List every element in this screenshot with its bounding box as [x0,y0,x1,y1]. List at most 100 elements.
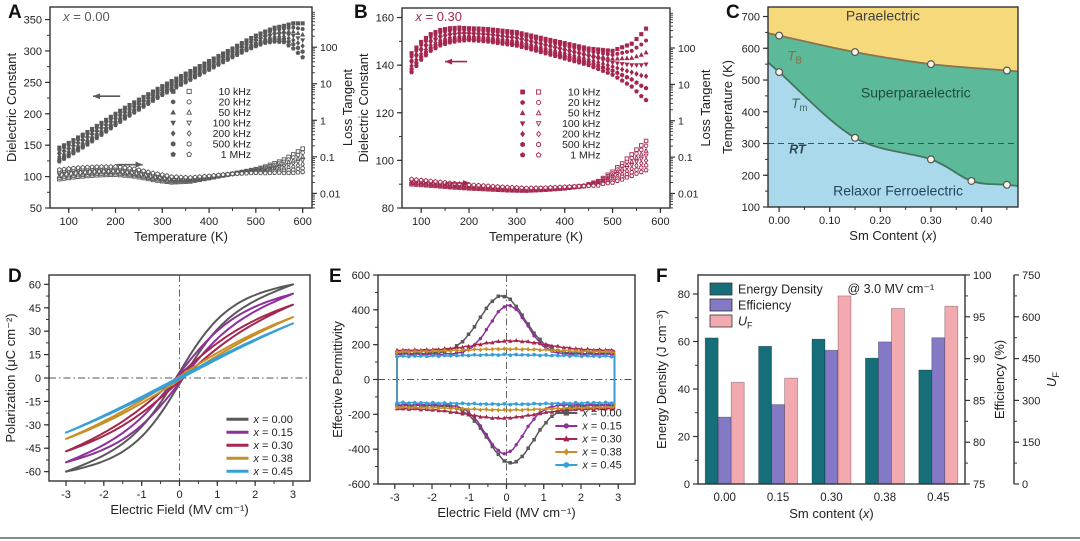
x-tick-label: 400 [556,216,574,228]
x-tick-label: 0.45 [927,492,949,504]
bar-efficiency-0.30 [824,349,839,485]
uf-tick-label: 300 [1022,395,1040,407]
x-tick-label: 400 [200,216,218,228]
y-right-tick-label: 1 [320,115,326,127]
x-axis-title: Temperature (K) [134,229,228,244]
y-tick-label: 200 [24,109,42,121]
tb-data-point [926,60,935,69]
legend-item-label: Efficiency [738,299,792,313]
legend-item-label: UF [738,315,753,331]
legend-item-label: 50 kHz [218,107,251,119]
tm-data-point [851,133,860,142]
y-tick-label: -600 [348,479,370,491]
y-tick-label: 40 [678,384,690,396]
panel-b-chart: 100 200 300 400 500 600 80 100 120 140 160 0.01 0.1 1… [356,7,713,244]
efficiency-tick-label: 80 [973,437,985,449]
field-annotation: @ 3.0 MV cm⁻¹ [848,282,935,296]
bar-uf-0.15 [784,377,798,485]
y-tick-label: -45 [25,443,41,455]
x-tick-label: -3 [61,489,71,501]
x-tick-label: 2 [578,492,584,504]
pe-loop-x=0.30 [65,303,294,453]
uf-tick-label: 0 [1022,479,1028,491]
bar-uf-0.45 [944,305,959,485]
series-20-khz [57,25,305,184]
bar-energy-density-0.30 [811,338,826,485]
x-tick-label: 0.00 [768,215,789,227]
y-right-tick-label: 0.1 [678,152,693,164]
y-tick-label: 150 [24,140,42,152]
x-tick-label: 300 [508,216,526,228]
panel-f-letter: F [656,266,668,287]
panel-a: A 100 200 300 400 500 600 50 100 150 200 250 300 350… [0,0,355,258]
series-500-khz [57,36,305,181]
panel-c-letter: C [726,2,740,23]
bar-efficiency-0.45 [931,337,946,485]
y-right-tick-label: 100 [678,43,696,55]
composition-annotation: x = 0.00 [62,9,110,24]
y-tick-label: 80 [678,289,690,301]
phase-label-t: Tm [791,96,807,114]
y-tick-label: 100 [24,172,42,184]
bar-efficiency-0.15 [771,404,785,485]
panel-f-chart: 0.00 0.15 0.30 0.38 0.45 0 20 40 60 80 75 80 85 90 95 1… [654,270,1061,521]
y-axis-title-uf: UF [1044,372,1061,387]
y-tick-label: 15 [29,350,41,362]
y-tick-label: -60 [25,467,41,479]
legend-item-label: 500 kHz [562,139,601,151]
tm-data-point [967,176,976,185]
tb-data-point [851,48,860,57]
y-tick-label: 100 [742,202,760,214]
panel-e: E -3 -2 -1 0 1 2 3 -600 -400 -200 0 200 400 600 Electr… [325,258,660,541]
y-tick-label: 50 [30,203,42,215]
x-tick-label: 500 [247,216,265,228]
tm-data-point [1002,180,1011,189]
uf-tick-label: 750 [1022,270,1040,282]
bar-uf-0.00 [730,381,745,485]
legend-item-label: 10 kHz [218,86,251,98]
panel-e-letter: E [329,266,342,287]
legend-item-label: x = 0.38 [252,453,292,465]
y-right-tick-label: 0.01 [678,188,699,200]
x-tick-label: 3 [290,489,296,501]
legend-item-label: x = 0.00 [252,414,292,426]
y-tick-label: 140 [376,60,394,72]
y-axis-title-left: Temperature (K) [720,60,735,154]
phase-label: Superparaelectric [861,84,971,100]
series-100-khz [56,32,306,183]
y-tick-label: 0 [35,373,41,385]
legend-item-label: 10 kHz [568,87,601,99]
butterfly-x=0.45 [395,352,616,407]
panel-d: D -3 -2 -1 0 1 2 3 -60 -45 -30 -15 0 15 30 45 60 Electri… [0,258,330,541]
x-tick-label: -1 [464,492,474,504]
y-tick-label: 60 [678,337,690,349]
efficiency-tick-label: 85 [973,395,985,407]
legend-item-label: x = 0.15 [252,427,292,439]
y-tick-label: 600 [352,270,370,282]
composition-legend: x = 0.00x = 0.15x = 0.30x = 0.38x = 0.45 [226,414,293,478]
x-tick-label: -1 [137,489,147,501]
x-axis-title: Electric Field (MV cm⁻¹) [437,505,575,520]
legend-item-label: x = 0.45 [581,460,621,472]
legend-item-label: 20 kHz [568,97,601,109]
y-tick-label: 0 [684,479,690,491]
y-tick-label: -30 [25,420,41,432]
y-tick-label: 400 [352,305,370,317]
panel-c: C 0.00 0.10 0.20 0.30 0.40 100 200 300 400 500 600… [712,0,1080,258]
panel-a-letter: A [8,2,22,23]
bar-uf-0.30 [837,295,852,485]
y-right-tick-label: 0.01 [320,188,341,200]
legend-item-label: Energy Density [738,283,824,297]
x-tick-label: -2 [427,492,437,504]
x-tick-label: 0.40 [971,215,992,227]
legend-item-label: x = 0.30 [252,440,292,452]
y-right-tick-label: 10 [678,79,690,91]
x-axis-title: Sm Content (x) [849,228,936,243]
panel-c-chart: 0.00 0.10 0.20 0.30 0.40 100 200 300 400 500 600 70… [720,6,1019,243]
plot-frame [49,6,313,209]
plot-frame [401,7,671,209]
x-tick-label: 0 [503,492,509,504]
pe-loop-x=0.15 [65,292,294,464]
legend-item-label: 1 MHz [570,150,600,162]
x-axis-title: Temperature (K) [489,229,583,244]
